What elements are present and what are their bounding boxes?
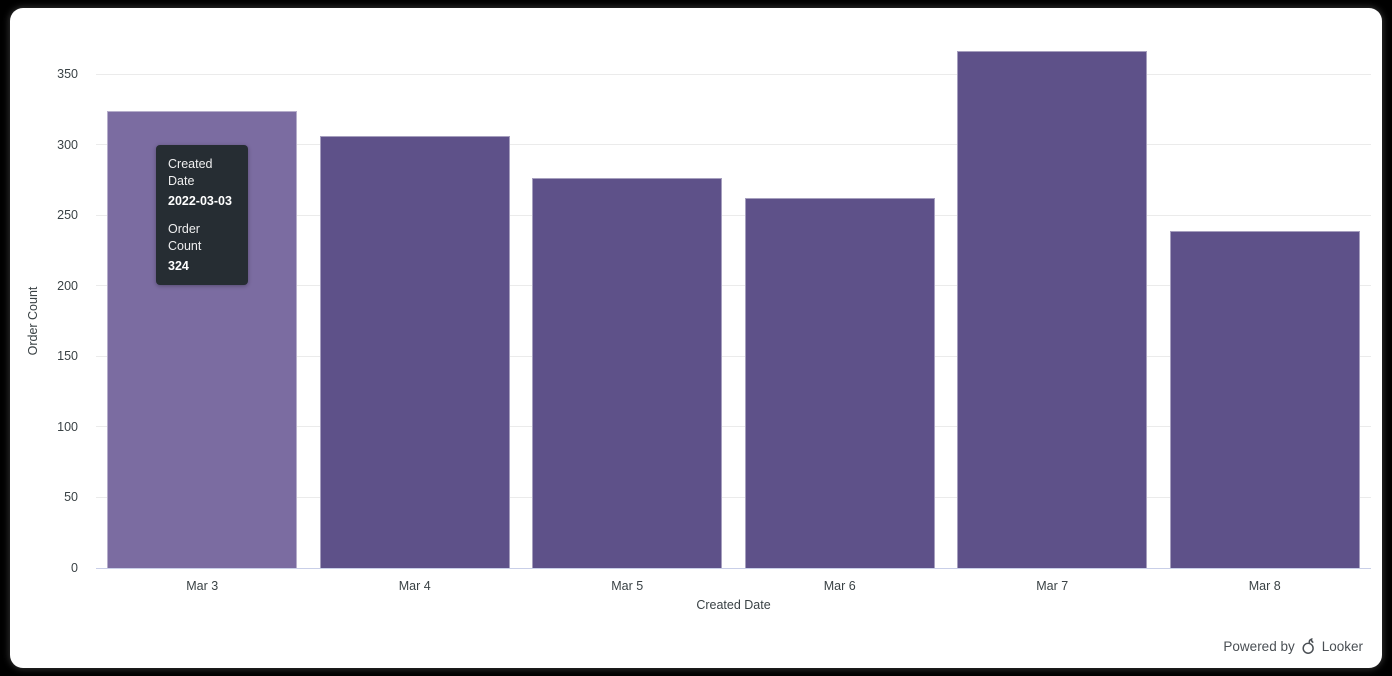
- gridline: [96, 73, 1371, 75]
- chart-tooltip: Created Date 2022-03-03 Order Count 324: [156, 145, 248, 285]
- y-tick-label: 0: [71, 561, 78, 575]
- bar-mar-5[interactable]: [532, 178, 723, 568]
- y-tick-label: 100: [57, 419, 78, 434]
- plot-area: Created Date 2022-03-03 Order Count 324: [96, 51, 1371, 569]
- x-tick-label: Mar 5: [611, 579, 644, 593]
- y-tick-label: 50: [64, 490, 78, 505]
- y-tick-label: 150: [57, 349, 78, 364]
- tooltip-x-label: Created Date: [168, 157, 213, 188]
- powered-by-text: Powered by: [1223, 639, 1295, 654]
- tooltip-x-value: 2022-03-03: [168, 194, 232, 208]
- x-tick-label: Mar 7: [1036, 579, 1069, 593]
- gridline: [96, 355, 1371, 357]
- x-tick-label: Mar 8: [1248, 579, 1281, 593]
- x-tick-label: Mar 3: [186, 579, 219, 593]
- y-tick-label: 300: [57, 137, 78, 152]
- gridline: [96, 426, 1371, 428]
- gridline: [96, 214, 1371, 216]
- tooltip-y-value: 324: [168, 259, 189, 273]
- bar-mar-8[interactable]: [1169, 230, 1360, 568]
- tooltip-y-label: Order Count: [168, 222, 202, 253]
- gridline: [96, 144, 1371, 146]
- x-axis-baseline: [96, 567, 1371, 569]
- bar-mar-7[interactable]: [957, 51, 1148, 568]
- y-axis-tick-labels: 0 50 100 150 200 250 300 350: [28, 67, 78, 575]
- x-tick-label: Mar 4: [398, 579, 431, 593]
- gridline: [96, 285, 1371, 287]
- y-tick-label: 200: [57, 278, 78, 293]
- gridline: [96, 496, 1371, 498]
- bar-mar-4[interactable]: [319, 136, 510, 568]
- x-axis-tick-labels: Mar 3 Mar 4 Mar 5 Mar 6 Mar 7 Mar 8: [96, 577, 1371, 595]
- x-axis-title: Created Date: [696, 598, 771, 612]
- y-tick-label: 350: [57, 67, 78, 81]
- looker-logo-icon: [1300, 638, 1317, 655]
- x-tick-label: Mar 6: [823, 579, 856, 593]
- powered-by-looker-link[interactable]: Powered by Looker: [1223, 638, 1363, 655]
- y-tick-label: 250: [57, 208, 78, 223]
- bar-mar-6[interactable]: [744, 198, 935, 568]
- looker-brand-text: Looker: [1321, 639, 1363, 654]
- chart-panel: Order Count 0 50 100 150 200 250 300 350 Create…: [10, 8, 1382, 668]
